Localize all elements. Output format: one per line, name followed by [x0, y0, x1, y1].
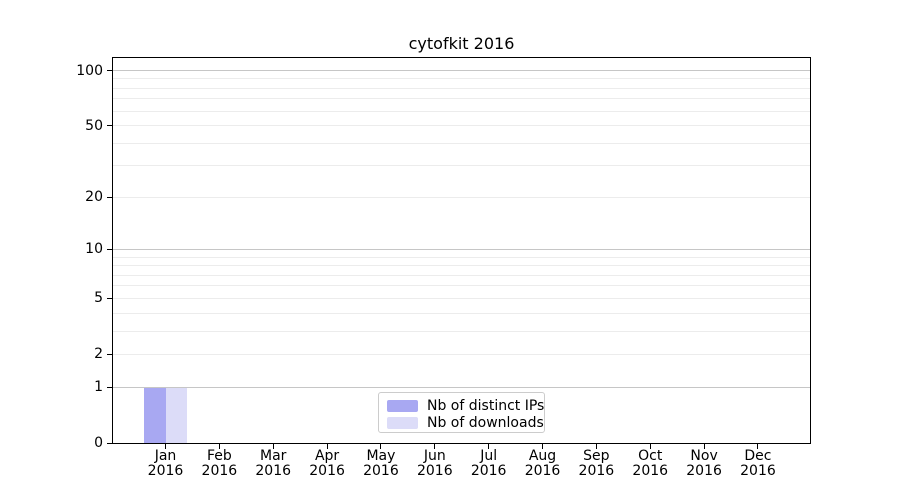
y-tick-mark [107, 70, 112, 72]
legend-label: Nb of downloads [427, 414, 544, 431]
y-tick-mark [107, 297, 112, 299]
bar-downloads [165, 387, 187, 443]
y-gridline-major [113, 248, 810, 250]
y-tick-mark [107, 353, 112, 355]
y-gridline-minor [113, 110, 810, 112]
x-tick-mark [703, 444, 705, 449]
x-tick-year: 2016 [309, 463, 345, 479]
y-tick-label: 10 [85, 241, 103, 258]
x-tick-label: Jan 2016 [138, 449, 194, 479]
x-tick-mark [488, 444, 490, 449]
x-tick-label: Sep 2016 [568, 449, 624, 479]
x-tick-year: 2016 [201, 463, 238, 479]
y-tick-mark [107, 248, 112, 250]
x-tick-month: Aug [528, 448, 557, 464]
x-tick-mark [757, 444, 759, 449]
x-tick-mark [434, 444, 436, 449]
y-gridline-minor [113, 297, 810, 299]
y-gridline-minor [113, 330, 810, 332]
legend: Nb of distinct IPs Nb of downloads [378, 392, 545, 433]
y-gridline-minor [113, 285, 810, 287]
x-tick-label: Jul 2016 [461, 449, 517, 479]
x-tick-year: 2016 [578, 463, 615, 479]
y-tick-mark [107, 386, 112, 388]
y-gridline-minor [113, 265, 810, 267]
y-gridline-minor [113, 256, 810, 258]
y-gridline-minor [113, 353, 810, 355]
x-tick-mark [649, 444, 651, 449]
x-tick-mark [380, 444, 382, 449]
y-gridline-minor [113, 125, 810, 127]
y-gridline-minor [113, 98, 810, 100]
y-tick-label: 2 [94, 346, 103, 363]
x-tick-month: Mar [260, 448, 287, 464]
y-tick-label: 20 [85, 189, 103, 206]
x-tick-year: 2016 [363, 463, 399, 479]
x-tick-mark [595, 444, 597, 449]
x-tick-label: Nov 2016 [676, 449, 732, 479]
x-tick-year: 2016 [470, 463, 507, 479]
y-gridline-minor [113, 196, 810, 198]
y-gridline-minor [113, 87, 810, 89]
x-tick-label: Oct 2016 [622, 449, 678, 479]
x-tick-mark [272, 444, 274, 449]
x-tick-month: Apr [314, 448, 340, 464]
y-tick-mark [107, 196, 112, 198]
y-gridline-major [113, 386, 810, 388]
y-tick-label: 0 [94, 435, 103, 451]
x-tick-year: 2016 [255, 463, 292, 479]
legend-swatch [387, 399, 418, 412]
x-tick-mark [218, 444, 220, 449]
y-gridline-minor [113, 78, 810, 80]
y-tick-mark [107, 442, 112, 444]
chart-title: cytofkit 2016 [408, 34, 515, 53]
x-tick-label: Mar 2016 [245, 449, 301, 479]
y-tick-label: 100 [76, 62, 103, 79]
x-tick-label: May 2016 [353, 449, 409, 479]
x-tick-year: 2016 [524, 463, 561, 479]
legend-entry: Nb of distinct IPs [379, 397, 544, 414]
y-gridline-minor [113, 274, 810, 276]
x-tick-month: Dec [744, 448, 772, 464]
y-gridline-major [113, 70, 810, 72]
x-tick-year: 2016 [632, 463, 669, 479]
x-tick-month: May [366, 448, 396, 464]
y-gridline-minor [113, 142, 810, 144]
x-tick-year: 2016 [686, 463, 722, 479]
y-tick-label: 1 [94, 379, 103, 396]
x-tick-label: Feb 2016 [191, 449, 247, 479]
x-tick-label: Aug 2016 [515, 449, 571, 479]
y-tick-label: 5 [94, 290, 103, 307]
x-tick-label: Dec 2016 [730, 449, 786, 479]
y-gridline-minor [113, 312, 810, 314]
y-tick-mark [107, 125, 112, 127]
legend-entry: Nb of downloads [379, 414, 544, 431]
x-tick-month: Feb [206, 448, 232, 464]
x-tick-mark [542, 444, 544, 449]
x-tick-year: 2016 [416, 463, 453, 479]
plot-area: Nb of distinct IPs Nb of downloads [112, 57, 811, 444]
x-tick-month: Oct [638, 448, 663, 464]
x-tick-month: Jun [423, 448, 446, 464]
bar-distinct-ips [144, 387, 166, 443]
y-tick-label: 50 [85, 117, 103, 134]
x-tick-mark [165, 444, 166, 449]
x-tick-month: Jan [154, 448, 177, 464]
x-tick-year: 2016 [147, 463, 184, 479]
x-tick-label: Apr 2016 [299, 449, 355, 479]
x-tick-mark [326, 444, 328, 449]
legend-swatch [387, 416, 418, 429]
x-tick-label: Jun 2016 [407, 449, 463, 479]
y-gridline-minor [113, 165, 810, 167]
legend-label: Nb of distinct IPs [427, 397, 545, 414]
x-tick-year: 2016 [740, 463, 776, 479]
x-tick-month: Sep [583, 448, 610, 464]
x-tick-month: Nov [690, 448, 718, 464]
x-tick-month: Jul [480, 448, 498, 464]
